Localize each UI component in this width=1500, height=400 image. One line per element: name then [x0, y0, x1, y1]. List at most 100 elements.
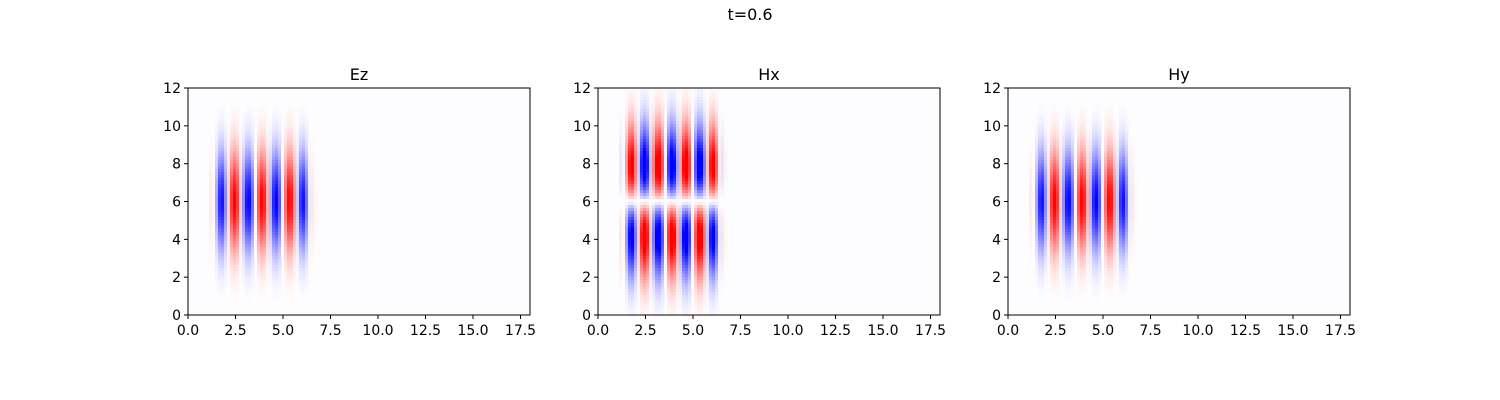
heatmap-cell	[281, 250, 285, 254]
heatmap-cell	[649, 118, 653, 122]
heatmap-cell	[305, 112, 309, 116]
heatmap-cell	[619, 274, 623, 278]
heatmap-cell	[637, 112, 641, 116]
heatmap-cell	[685, 271, 689, 275]
heatmap-cell	[646, 286, 650, 290]
heatmap-cell	[655, 118, 659, 122]
heatmap-cell	[287, 211, 291, 215]
heatmap-cell	[631, 169, 635, 173]
heatmap-cell	[709, 262, 713, 266]
x-tick-label: 12.5	[820, 323, 851, 339]
heatmap-cell	[284, 142, 288, 146]
heatmap-cell	[233, 199, 237, 203]
heatmap-cell	[637, 133, 641, 137]
heatmap-cell	[251, 217, 255, 221]
heatmap-cell	[212, 205, 216, 209]
heatmap-cell	[676, 235, 680, 239]
heatmap-cell	[649, 169, 653, 173]
heatmap-cell	[311, 187, 315, 191]
heatmap-cell	[293, 187, 297, 191]
heatmap-cell	[245, 118, 249, 122]
heatmap-cell	[290, 223, 294, 227]
heatmap-cell	[637, 193, 641, 197]
heatmap-cell	[679, 148, 683, 152]
heatmap-cell	[637, 109, 641, 113]
heatmap-cell	[715, 142, 719, 146]
heatmap-cell	[293, 208, 297, 212]
heatmap-cell	[715, 253, 719, 257]
heatmap-cell	[676, 238, 680, 242]
heatmap-cell	[260, 262, 264, 266]
heatmap-cell	[667, 121, 671, 125]
heatmap-cell	[296, 220, 300, 224]
heatmap-cell	[290, 289, 294, 293]
heatmap-cell	[703, 94, 707, 98]
heatmap-cell	[224, 178, 228, 182]
heatmap-cell	[694, 304, 698, 308]
heatmap-cell	[245, 151, 249, 155]
heatmap-cell	[254, 241, 258, 245]
heatmap-cell	[685, 151, 689, 155]
heatmap-cell	[260, 265, 264, 269]
heatmap-cell	[224, 199, 228, 203]
heatmap-cell	[314, 205, 318, 209]
heatmap-cell	[305, 214, 309, 218]
heatmap-cell	[275, 133, 279, 137]
heatmap-cell	[682, 124, 686, 128]
heatmap-cell	[263, 256, 267, 260]
heatmap-cell	[679, 160, 683, 164]
heatmap-cell	[721, 232, 725, 236]
heatmap-cell	[679, 220, 683, 224]
heatmap-cell	[691, 148, 695, 152]
heatmap-cell	[706, 256, 710, 260]
heatmap-cell	[263, 109, 267, 113]
heatmap-cell	[697, 160, 701, 164]
heatmap-cell	[290, 109, 294, 113]
heatmap-cell	[305, 184, 309, 188]
heatmap-cell	[215, 220, 219, 224]
heatmap-cell	[682, 274, 686, 278]
heatmap-cell	[652, 310, 656, 314]
heatmap-cell	[661, 202, 665, 206]
heatmap-cell	[266, 121, 270, 125]
heatmap-cell	[269, 244, 273, 248]
heatmap-cell	[233, 130, 237, 134]
heatmap-cell	[721, 205, 725, 209]
heatmap-cell	[248, 133, 252, 137]
heatmap-cell	[1038, 112, 1042, 116]
heatmap-cell	[655, 301, 659, 305]
heatmap-cell	[272, 166, 276, 170]
heatmap-cell	[224, 271, 228, 275]
heatmap-cell	[625, 115, 629, 119]
heatmap-cell	[700, 253, 704, 257]
heatmap-cell	[293, 238, 297, 242]
heatmap-cell	[679, 283, 683, 287]
heatmap-cell	[685, 280, 689, 284]
heatmap-cell	[697, 277, 701, 281]
heatmap-cell	[634, 223, 638, 227]
heatmap-cell	[1044, 181, 1048, 185]
heatmap-cell	[212, 238, 216, 242]
heatmap-cell	[293, 277, 297, 281]
heatmap-cell	[631, 268, 635, 272]
heatmap-cell	[658, 244, 662, 248]
heatmap-cell	[682, 193, 686, 197]
heatmap-cell	[691, 154, 695, 158]
heatmap-cell	[266, 250, 270, 254]
heatmap-cell	[275, 259, 279, 263]
heatmap-cell	[703, 217, 707, 221]
heatmap-cell	[221, 232, 225, 236]
heatmap-cell	[227, 202, 231, 206]
heatmap-cell	[224, 130, 228, 134]
heatmap-cell	[664, 184, 668, 188]
heatmap-cell	[667, 289, 671, 293]
heatmap-cell	[266, 268, 270, 272]
heatmap-cell	[679, 256, 683, 260]
heatmap-cell	[311, 196, 315, 200]
heatmap-cell	[631, 256, 635, 260]
heatmap-cell	[640, 202, 644, 206]
heatmap-cell	[649, 103, 653, 107]
heatmap-cell	[628, 286, 632, 290]
heatmap-cell	[266, 163, 270, 167]
